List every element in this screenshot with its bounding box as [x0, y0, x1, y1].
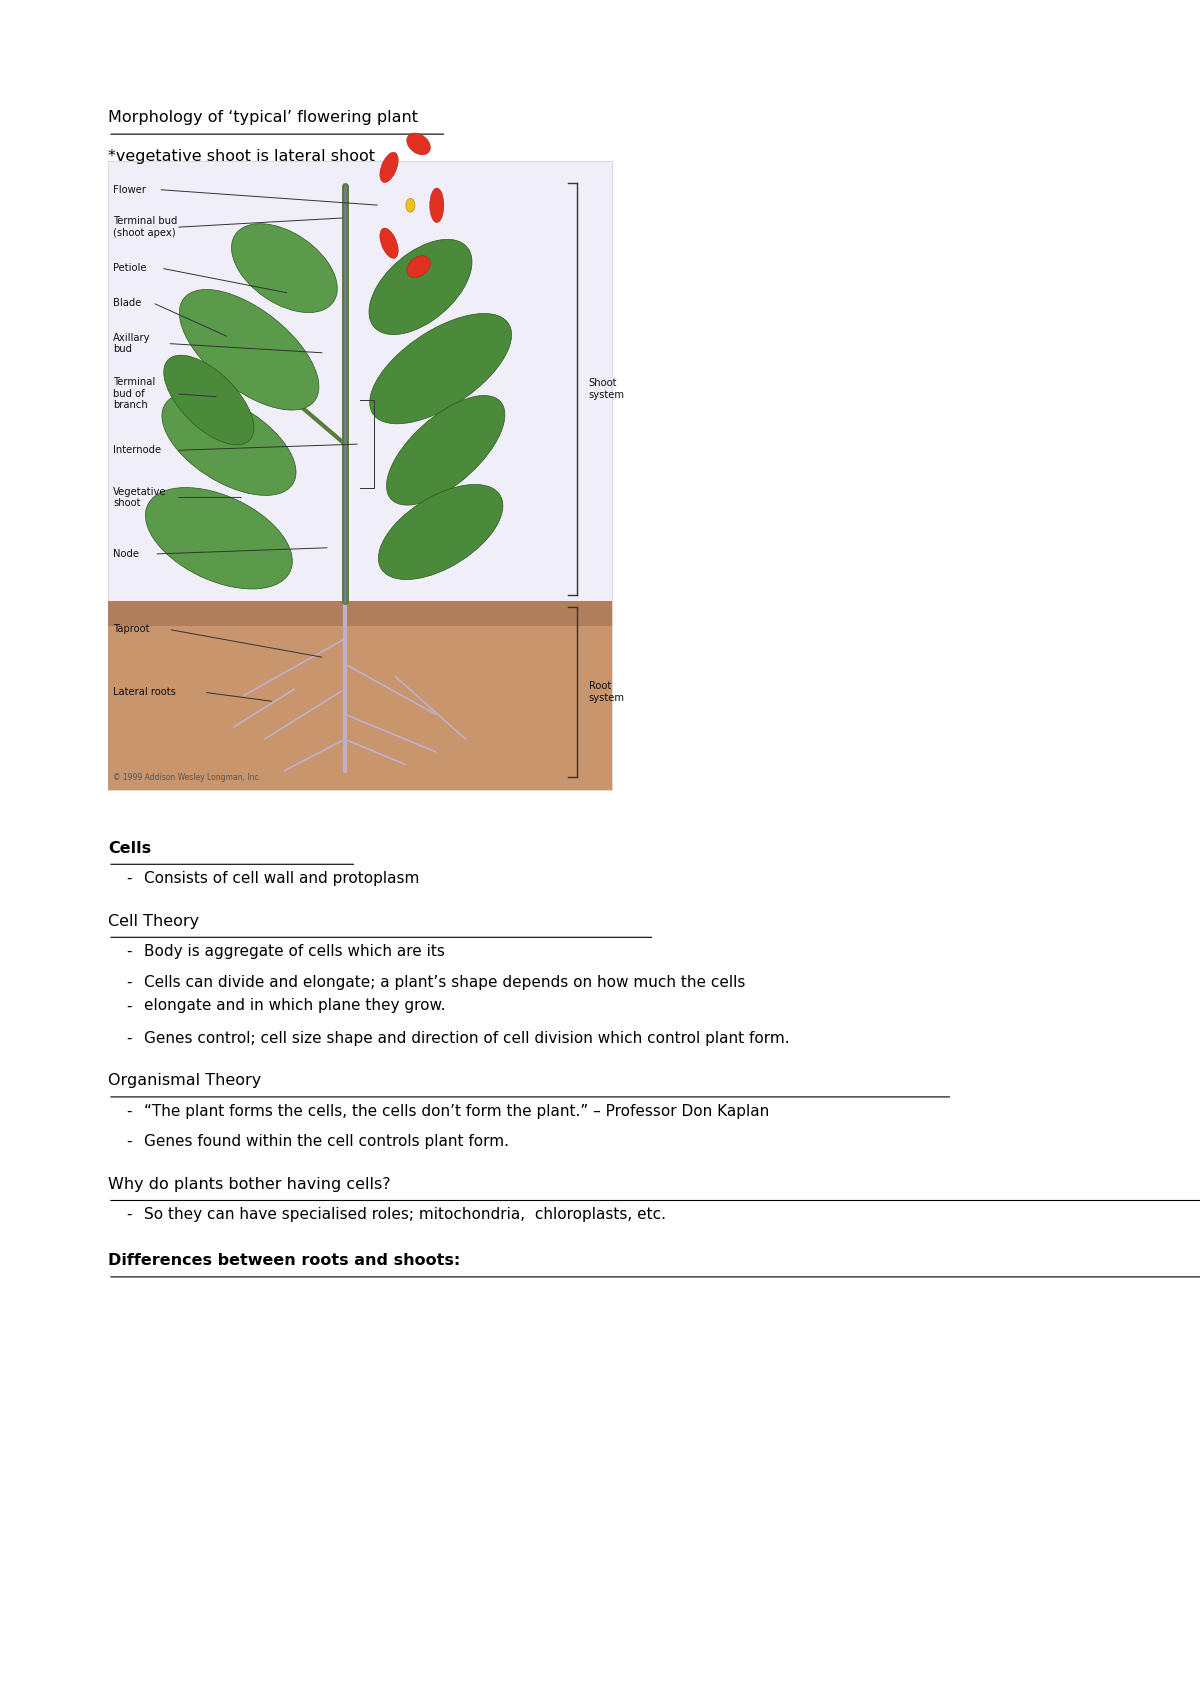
Text: Node: Node [113, 548, 139, 559]
Ellipse shape [378, 484, 503, 579]
Text: Vegetative
shoot: Vegetative shoot [113, 487, 167, 508]
Text: -: - [126, 944, 132, 959]
Text: Flower: Flower [113, 185, 146, 195]
Ellipse shape [163, 355, 254, 445]
Text: -: - [126, 871, 132, 886]
Text: -: - [126, 1207, 132, 1223]
Text: -: - [126, 1134, 132, 1150]
Text: Genes control; cell size shape and direction of cell division which control plan: Genes control; cell size shape and direc… [144, 1031, 790, 1046]
Text: -: - [126, 1031, 132, 1046]
Text: Terminal
bud of
branch: Terminal bud of branch [113, 377, 155, 411]
Text: Morphology of ‘typical’ flowering plant: Morphology of ‘typical’ flowering plant [108, 110, 418, 126]
Ellipse shape [406, 199, 415, 212]
Text: Consists of cell wall and protoplasm: Consists of cell wall and protoplasm [144, 871, 419, 886]
Ellipse shape [368, 239, 472, 335]
Text: -: - [126, 975, 132, 990]
Text: “The plant forms the cells, the cells don’t form the plant.” – Professor Don Kap: “The plant forms the cells, the cells do… [144, 1104, 769, 1119]
Text: elongate and in which plane they grow.: elongate and in which plane they grow. [144, 998, 445, 1014]
Text: Lateral roots: Lateral roots [113, 688, 176, 698]
Ellipse shape [162, 392, 296, 496]
FancyBboxPatch shape [108, 601, 612, 627]
Text: Shoot
system: Shoot system [589, 379, 625, 399]
Text: Root
system: Root system [589, 681, 625, 703]
Ellipse shape [380, 228, 398, 258]
FancyBboxPatch shape [108, 601, 612, 790]
Text: Differences between roots and shoots:: Differences between roots and shoots: [108, 1253, 461, 1268]
Text: Terminal bud
(shoot apex): Terminal bud (shoot apex) [113, 216, 178, 238]
Ellipse shape [407, 132, 431, 155]
Ellipse shape [386, 396, 505, 504]
FancyBboxPatch shape [108, 161, 612, 790]
Ellipse shape [380, 153, 398, 182]
Ellipse shape [179, 290, 319, 409]
Text: Petiole: Petiole [113, 263, 146, 273]
Ellipse shape [232, 224, 337, 312]
Text: Blade: Blade [113, 297, 142, 307]
Text: Cells can divide and elongate; a plant’s shape depends on how much the cells: Cells can divide and elongate; a plant’s… [144, 975, 745, 990]
Text: So they can have specialised roles; mitochondria,  chloroplasts, etc.: So they can have specialised roles; mito… [144, 1207, 666, 1223]
Text: Cells: Cells [108, 841, 151, 856]
Ellipse shape [407, 256, 431, 277]
Text: *vegetative shoot is lateral shoot: *vegetative shoot is lateral shoot [108, 149, 374, 165]
Ellipse shape [145, 487, 293, 589]
Text: -: - [126, 1104, 132, 1119]
Ellipse shape [370, 314, 511, 424]
Text: Taproot: Taproot [113, 625, 150, 635]
Text: © 1999 Addison Wesley Longman, Inc.: © 1999 Addison Wesley Longman, Inc. [113, 773, 260, 783]
Text: Organismal Theory: Organismal Theory [108, 1073, 262, 1088]
Text: Genes found within the cell controls plant form.: Genes found within the cell controls pla… [144, 1134, 509, 1150]
Ellipse shape [430, 188, 444, 222]
Text: Cell Theory: Cell Theory [108, 914, 199, 929]
Text: Body is aggregate of cells which are its: Body is aggregate of cells which are its [144, 944, 450, 959]
Text: Why do plants bother having cells?: Why do plants bother having cells? [108, 1177, 391, 1192]
Text: Axillary
bud: Axillary bud [113, 333, 150, 355]
Text: -: - [126, 998, 132, 1014]
Text: Internode: Internode [113, 445, 161, 455]
